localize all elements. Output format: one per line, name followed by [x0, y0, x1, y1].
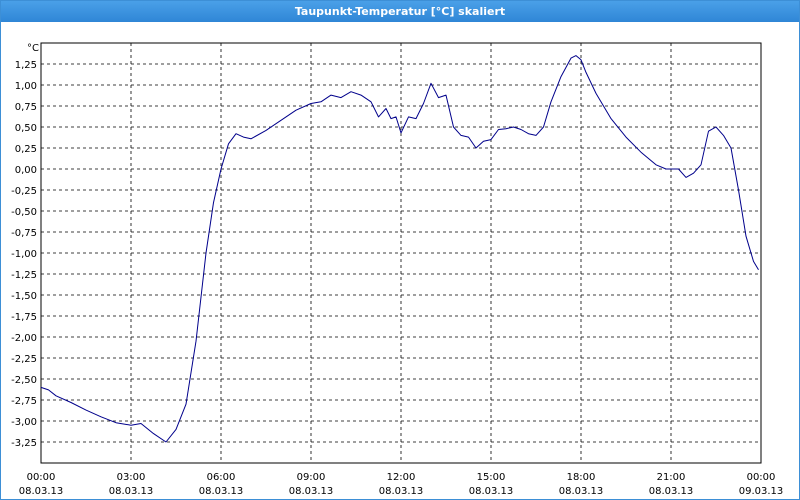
y-tick-label: 0,75 [15, 102, 37, 113]
y-tick-label: -1,25 [11, 270, 37, 281]
y-tick-labels: 1,25 1,00 0,75 0,50 0,25 0,00 -0,25 -0,50 -0,75 -… [11, 60, 37, 449]
x-tick-date-label: 08.03.13 [559, 486, 604, 497]
y-tick-label: -2,50 [11, 375, 37, 386]
x-tick-date-label: 08.03.13 [19, 486, 64, 497]
x-tick-time-label: 09:00 [297, 472, 326, 483]
y-tick-label: -3,00 [11, 417, 37, 428]
y-tick-label: -2,00 [11, 333, 37, 344]
x-tick-date-label: 08.03.13 [469, 486, 514, 497]
x-tick-time-label: 03:00 [117, 472, 146, 483]
y-tick-label: -0,75 [11, 228, 37, 239]
x-tick-time-label: 00:00 [27, 472, 56, 483]
y-tick-label: -1,50 [11, 291, 37, 302]
y-tick-label: -3,25 [11, 438, 37, 449]
x-tick-date-label: 08.03.13 [109, 486, 154, 497]
plot-area-frame [40, 42, 762, 464]
y-tick-label: 0,00 [15, 165, 37, 176]
x-tick-time-label: 21:00 [657, 472, 686, 483]
x-tick-time-label: 00:00 [747, 472, 776, 483]
x-tick-labels: 00:00 08.03.13 03:00 08.03.13 06:00 08.03.13 0… [19, 472, 784, 497]
y-tick-label: 1,25 [15, 60, 37, 71]
y-tick-label: -1,00 [11, 249, 37, 260]
window-title: Taupunkt-Temperatur [°C] skaliert [1, 1, 799, 22]
y-tick-label: 1,00 [15, 81, 37, 92]
y-tick-label: -2,75 [11, 396, 37, 407]
y-tick-label: 0,50 [15, 123, 37, 134]
y-tick-label: -0,50 [11, 207, 37, 218]
x-tick-date-label: 08.03.13 [649, 486, 694, 497]
y-tick-label: 0,25 [15, 144, 37, 155]
y-axis-unit-label: °C [27, 43, 39, 54]
series-group [40, 55, 759, 443]
x-tick-date-label: 09.03.13 [739, 486, 784, 497]
x-tick-date-label: 08.03.13 [379, 486, 424, 497]
grid-lines [41, 43, 761, 463]
y-tick-label: -0,25 [11, 186, 37, 197]
x-tick-time-label: 15:00 [477, 472, 506, 483]
x-tick-date-label: 08.03.13 [289, 486, 334, 497]
x-tick-time-label: 18:00 [567, 472, 596, 483]
x-tick-time-label: 06:00 [207, 472, 236, 483]
y-tick-label: -2,25 [11, 354, 37, 365]
series-line [40, 55, 759, 443]
x-tick-date-label: 08.03.13 [199, 486, 244, 497]
y-tick-label: -1,75 [11, 312, 37, 323]
x-tick-time-label: 12:00 [387, 472, 416, 483]
